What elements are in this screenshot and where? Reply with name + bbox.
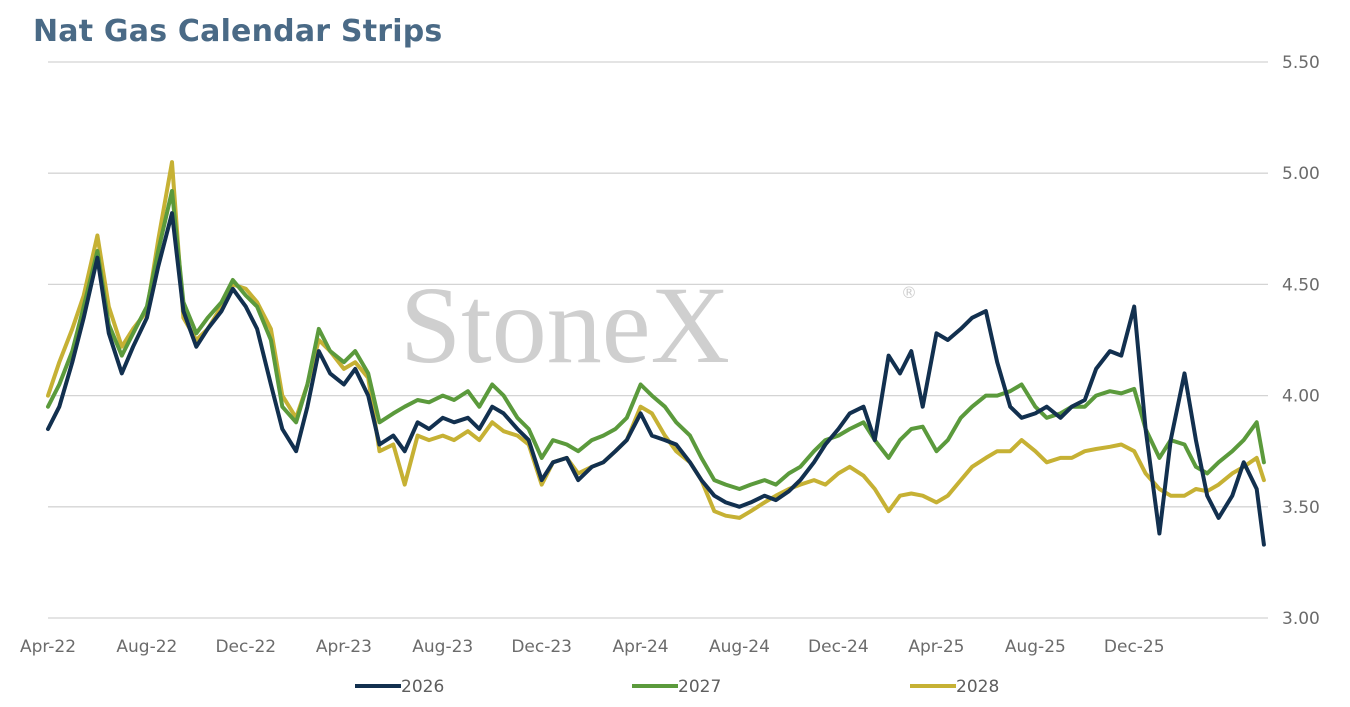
legend-item-2026[interactable]: 2026 [355, 677, 444, 697]
x-tick-label: Dec-24 [808, 637, 869, 657]
legend-label: 2027 [678, 677, 721, 697]
gridlines [48, 61, 1268, 619]
legend-item-2027[interactable]: 2027 [632, 677, 721, 697]
chart-title: Nat Gas Calendar Strips [33, 14, 443, 49]
x-tick-label: Dec-23 [511, 637, 572, 657]
series-line-2028 [46, 160, 1266, 520]
legend-label: 2028 [956, 677, 999, 697]
y-tick-label: 5.00 [1282, 164, 1320, 184]
watermark-registered-mark: ® [901, 283, 917, 302]
y-tick-label: 4.00 [1282, 387, 1320, 407]
x-tick-label: Apr-24 [613, 637, 669, 657]
legend-item-2028[interactable]: 2028 [910, 677, 999, 697]
y-tick-label: 3.50 [1282, 498, 1320, 518]
x-tick-label: Apr-23 [316, 637, 372, 657]
y-axis-tick-labels: 3.00 3.50 4.00 4.50 5.00 5.50 [1282, 53, 1320, 629]
y-tick-label: 3.00 [1282, 609, 1320, 629]
series-line-2026 [46, 211, 1266, 547]
x-axis-tick-labels: Apr-22 Aug-22 Dec-22 Apr-23 Aug-23 Dec-23 Apr-… [20, 637, 1165, 657]
x-tick-label: Apr-22 [20, 637, 76, 657]
x-tick-label: Apr-25 [908, 637, 964, 657]
series-lines [46, 160, 1266, 547]
x-tick-label: Dec-25 [1104, 637, 1165, 657]
x-tick-label: Dec-22 [215, 637, 276, 657]
watermark-text: StoneX [400, 264, 730, 386]
y-tick-label: 5.50 [1282, 53, 1320, 73]
stonex-watermark: StoneX ® [400, 264, 917, 386]
y-tick-label: 4.50 [1282, 275, 1320, 295]
x-tick-label: Aug-23 [412, 637, 473, 657]
x-tick-label: Aug-22 [116, 637, 177, 657]
x-tick-label: Aug-24 [709, 637, 770, 657]
legend[interactable]: 2026 2027 2028 [355, 677, 999, 697]
x-tick-label: Aug-25 [1005, 637, 1066, 657]
legend-label: 2026 [401, 677, 444, 697]
